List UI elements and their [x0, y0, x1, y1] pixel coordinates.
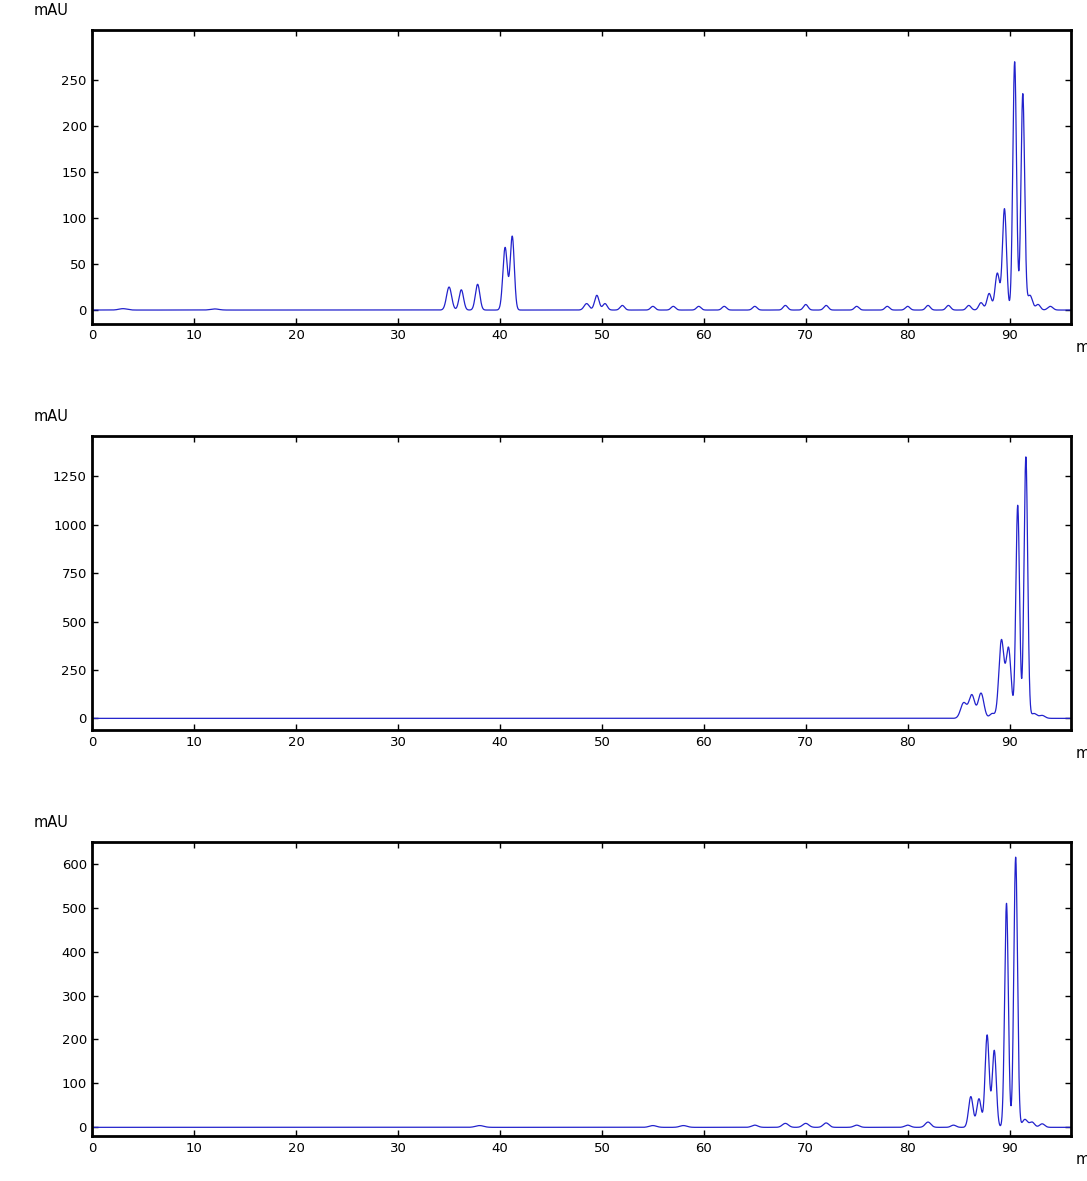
Text: min: min	[1075, 340, 1087, 355]
Text: min: min	[1075, 746, 1087, 762]
Text: min: min	[1075, 1153, 1087, 1167]
Text: mAU: mAU	[34, 2, 68, 18]
Text: mAU: mAU	[34, 815, 68, 830]
Text: mAU: mAU	[34, 409, 68, 424]
